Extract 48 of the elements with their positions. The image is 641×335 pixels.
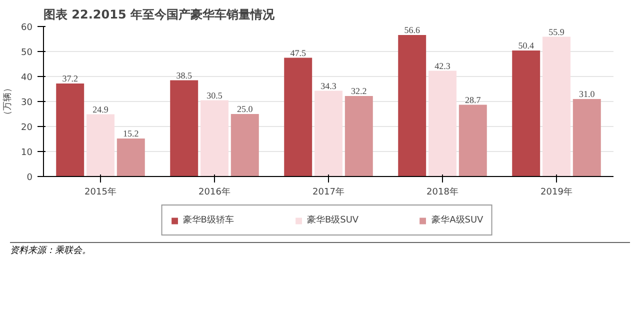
text: 24.9 xyxy=(92,104,108,114)
bar xyxy=(284,58,312,176)
bar xyxy=(200,100,228,176)
text: 38.5 xyxy=(176,70,192,80)
y-tick-label: 30 xyxy=(21,98,33,108)
bar xyxy=(86,114,114,176)
bar xyxy=(542,36,570,176)
text: 资料来源：乘联会。 xyxy=(10,245,91,258)
legend-label: 豪华B级SUV xyxy=(306,214,359,226)
text: 55.9 xyxy=(548,26,564,37)
bar xyxy=(170,80,198,176)
bar xyxy=(398,35,426,176)
text: 30.5 xyxy=(206,90,222,100)
y-tick-label: 50 xyxy=(21,48,33,58)
x-tick-label: 2017年 xyxy=(312,186,344,198)
y-tick-label: 20 xyxy=(21,123,33,133)
x-tick-label: 2015年 xyxy=(84,186,116,198)
y-tick-label: 60 xyxy=(21,23,33,33)
text: 28.7 xyxy=(465,94,481,105)
x-tick-label: 2018年 xyxy=(426,186,458,198)
text: 42.3 xyxy=(434,60,450,71)
text: 37.2 xyxy=(62,74,78,84)
chart-title: 图表 22.2015 年至今国产豪华车销量情况 xyxy=(44,8,276,22)
y-tick-label: 10 xyxy=(21,148,33,158)
text: 25.0 xyxy=(237,104,253,114)
bar xyxy=(458,104,487,176)
bar xyxy=(512,50,540,176)
bar xyxy=(314,90,342,176)
bar xyxy=(56,84,84,176)
bar xyxy=(230,114,259,176)
legend-label: 豪华B级轿车 xyxy=(182,214,234,226)
bar xyxy=(344,96,373,176)
text: 34.3 xyxy=(320,80,336,91)
bar xyxy=(572,99,601,176)
y-tick-label: 40 xyxy=(21,73,33,83)
text: 47.5 xyxy=(290,48,306,58)
bar xyxy=(428,70,456,176)
text: 31.0 xyxy=(579,89,595,99)
x-tick-label: 2019年 xyxy=(540,186,572,198)
y-tick-label: 0 xyxy=(26,173,33,183)
legend-label: 豪华A级SUV xyxy=(432,214,484,226)
bar xyxy=(116,138,145,176)
text: 32.2 xyxy=(351,86,367,96)
text: 15.2 xyxy=(123,128,139,138)
text: 50.4 xyxy=(518,40,534,50)
y-axis-title: （万辆） xyxy=(2,84,14,120)
text: 56.6 xyxy=(404,25,420,35)
x-tick-label: 2016年 xyxy=(198,186,230,198)
